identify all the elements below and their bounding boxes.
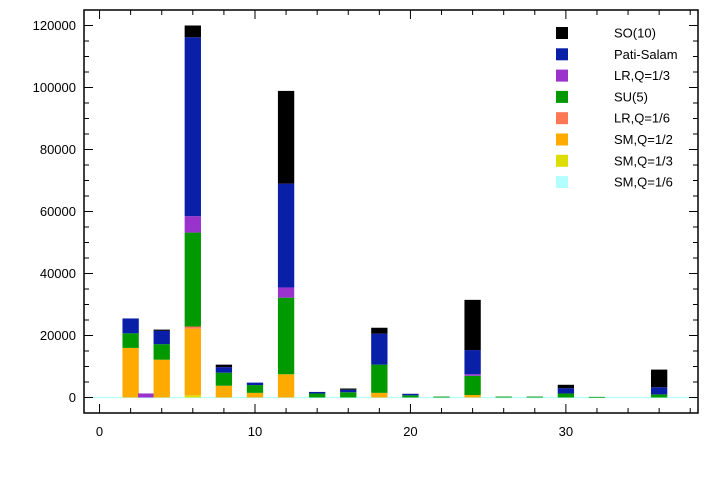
legend-swatch (556, 133, 568, 146)
legend-label: Pati-Salam (614, 47, 678, 62)
bar-segment (340, 392, 357, 398)
bar-segment (402, 395, 419, 398)
bar-segment (215, 372, 233, 386)
bar-segment (277, 287, 295, 298)
bar-segment (215, 367, 233, 373)
bar-segment (309, 393, 326, 398)
legend-label: SM,Q=1/2 (614, 132, 673, 147)
bar-segment (557, 388, 575, 394)
legend-label: SO(10) (614, 26, 656, 41)
legend-label: SM,Q=1/6 (614, 175, 673, 190)
bar-segment (122, 333, 139, 348)
bar-segment (650, 387, 668, 395)
bar-segment (371, 327, 388, 334)
bar-segment (650, 394, 668, 398)
bar-segment (371, 333, 388, 365)
bar-segment (184, 326, 201, 329)
bar-segment (557, 393, 575, 398)
bar-segment (340, 389, 357, 393)
legend-swatch (556, 154, 568, 167)
bar-segment (464, 299, 481, 351)
bar-segment (371, 364, 388, 393)
bar-segment (433, 396, 450, 398)
bar-segment (277, 183, 295, 288)
bar-segment (184, 395, 201, 398)
bar-segment (153, 359, 170, 398)
bar-segment (153, 344, 170, 360)
legend-swatch (556, 176, 568, 189)
bar-segment (650, 369, 668, 388)
legend-swatch (556, 90, 568, 103)
y-tick-label: 60000 (40, 204, 76, 219)
bar-segment (246, 392, 264, 398)
bar-segment (138, 393, 155, 398)
x-tick-label: 0 (96, 424, 103, 439)
bar-segment (215, 364, 233, 368)
bar-segment (246, 385, 264, 393)
bar-segment (184, 232, 201, 327)
y-tick-label: 120000 (33, 18, 76, 33)
y-tick-label: 20000 (40, 328, 76, 343)
legend-swatch (556, 48, 568, 61)
bar-segment (402, 393, 419, 396)
bar-segment (277, 297, 295, 375)
x-tick-label: 20 (403, 424, 417, 439)
legend-swatch (556, 112, 568, 125)
bar-segment (464, 375, 481, 396)
legend-label: SU(5) (614, 89, 648, 104)
bar-segment (184, 37, 201, 217)
bar-segment (588, 396, 606, 398)
bar-segment (464, 374, 481, 376)
bar-segment (464, 350, 481, 375)
x-tick-label: 30 (559, 424, 573, 439)
bar-segment (277, 90, 295, 184)
bar-segment (184, 216, 201, 233)
y-tick-label: 40000 (40, 266, 76, 281)
legend-swatch (556, 69, 568, 82)
plot-frame (83, 9, 699, 414)
bar-segment (184, 328, 201, 396)
x-tick-label: 10 (248, 424, 262, 439)
bar-segment (495, 396, 512, 398)
legend-label: SM,Q=1/3 (614, 153, 673, 168)
bar-segment (122, 318, 139, 334)
bar-segment (122, 347, 139, 398)
bar-segment (464, 395, 481, 398)
bar-segment (153, 329, 170, 331)
bar-segment (246, 382, 264, 386)
bar-segment (526, 396, 543, 398)
bar-segment (215, 385, 233, 398)
y-tick-label: 0 (69, 390, 76, 405)
legend-label: LR,Q=1/6 (614, 111, 670, 126)
bar-segment (184, 25, 201, 38)
y-tick-label: 100000 (33, 80, 76, 95)
bar-segment (153, 330, 170, 345)
bar-segment (340, 388, 357, 390)
bar-segment (277, 374, 295, 398)
y-tick-label: 80000 (40, 142, 76, 157)
bar-segment (309, 391, 326, 394)
bar-segment (371, 392, 388, 398)
bar-segment (557, 384, 575, 389)
legend-label: LR,Q=1/3 (614, 68, 670, 83)
legend-swatch (556, 27, 568, 39)
